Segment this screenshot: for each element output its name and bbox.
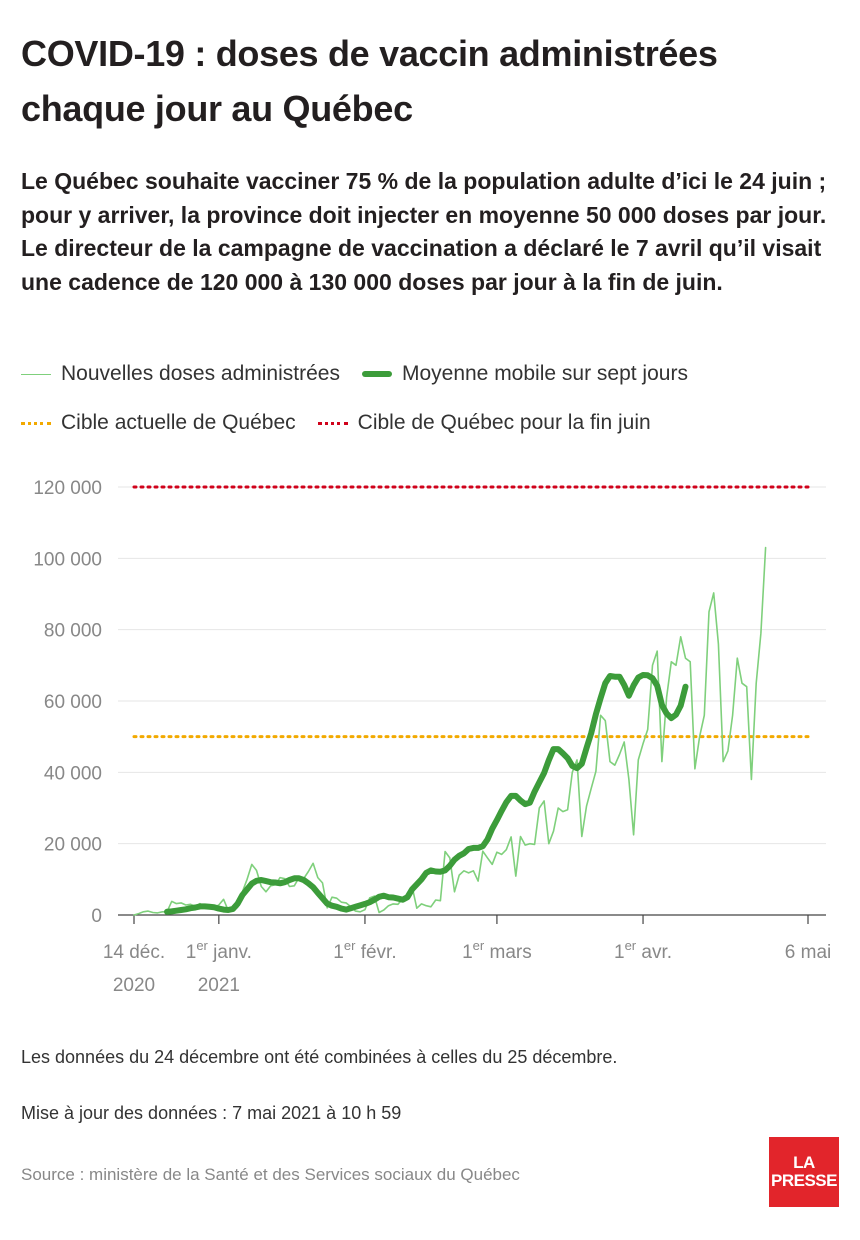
x-tick-label: 1er avr. [614,938,672,963]
logo-line-1: LA [793,1153,815,1172]
legend-item-daily: Nouvelles doses administrées [21,362,340,386]
legend-item-june-target: Cible de Québec pour la fin juin [317,411,651,435]
legend-swatch-current-target [21,421,51,425]
legend-item-current-target: Cible actuelle de Québec [21,411,296,435]
legend-row-2: Cible actuelle de Québec Cible de Québec… [21,408,673,438]
y-tick-label: 20 000 [44,835,102,856]
la-presse-logo: LA PRESSE [769,1137,839,1207]
x-tick-label: 6 mai [785,942,831,963]
y-tick-label: 120 000 [33,478,102,499]
vaccine-doses-chart: 0 20 000 40 000 60 000 80 000 100 000 120 000 1… [33,478,831,996]
x-tick-label-year: 2021 [198,975,240,996]
note-update-time: Mise à jour des données : 7 mai 2021 à 1… [21,1103,402,1123]
chart-subtitle: Le Québec souhaite vacciner 75 % de la p… [21,168,827,295]
source-note: Source : ministère de la Santé et des Se… [21,1165,520,1184]
chart-title: COVID-19 : doses de vaccin administrées … [21,33,718,129]
legend-row-1: Nouvelles doses administrées Moyenne mob… [21,359,710,389]
legend-item-avg: Moyenne mobile sur sept jours [361,362,688,386]
moving-average-line [164,672,689,915]
y-tick-label: 100 000 [33,549,102,570]
legend-label-avg: Moyenne mobile sur sept jours [401,362,688,385]
legend-swatch-avg [361,371,392,377]
y-tick-label: 0 [91,906,102,927]
daily-doses-line [133,546,767,916]
y-tick-label: 40 000 [44,763,102,784]
legend-label-june-target: Cible de Québec pour la fin juin [357,411,651,434]
logo-line-2: PRESSE [771,1171,837,1190]
note-combined-data: Les données du 24 décembre ont été combi… [21,1047,618,1067]
legend-label-current-target: Cible actuelle de Québec [61,411,296,434]
legend-swatch-daily [21,373,51,375]
legend-label-daily: Nouvelles doses administrées [61,362,340,385]
y-tick-label: 80 000 [44,621,102,642]
x-tick-label: 14 déc. [103,942,165,963]
legend-swatch-june-target [317,421,348,425]
x-tick-label: 1er févr. [333,938,396,963]
x-tick-label: 1er janv. [186,938,252,963]
x-tick-label-year: 2020 [113,975,155,996]
x-tick-label: 1er mars [462,938,532,963]
y-tick-label: 60 000 [44,692,102,713]
